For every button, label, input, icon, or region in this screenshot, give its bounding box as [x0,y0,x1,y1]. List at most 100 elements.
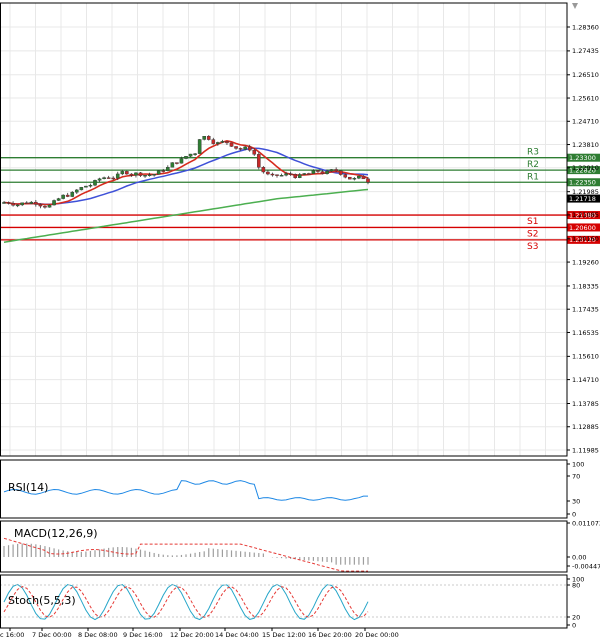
candle-body[interactable] [143,175,147,177]
candle-body[interactable] [20,202,25,206]
candle-body[interactable] [293,174,298,178]
time-tick-label: 8 Dec 08:00 [78,631,118,639]
candle-body[interactable] [52,200,56,206]
stoch-signal-line [3,586,369,618]
candle-body[interactable] [211,139,216,144]
candle-body[interactable] [138,172,143,176]
candle-body[interactable] [34,201,38,205]
candle-body[interactable] [111,177,115,180]
candle-body[interactable] [115,173,120,179]
level-price-tag [567,166,600,175]
candle-body[interactable] [24,202,29,204]
candle-body[interactable] [165,167,170,171]
candle-body[interactable] [243,146,247,150]
candle-body[interactable] [79,187,84,191]
candle-body[interactable] [202,136,207,140]
candle-body[interactable] [247,146,252,151]
candle-body[interactable] [102,177,106,180]
candle-body[interactable] [188,153,193,157]
candle-body[interactable] [152,174,156,176]
rsi-line [3,480,368,501]
time-tick-label: 12 Dec 20:00 [170,631,214,639]
candle-body[interactable] [197,139,202,154]
candle-body[interactable] [125,171,129,175]
scroll-arrow-icon[interactable] [572,3,578,9]
candle-body[interactable] [238,148,243,150]
candle-body[interactable] [65,194,70,197]
candle-body[interactable] [179,158,184,164]
candle-body[interactable] [357,175,361,179]
candle-body[interactable] [70,192,75,197]
ma-fast-line [3,139,369,206]
candle-body[interactable] [97,178,102,181]
level-price-label: 1.22820 [569,166,596,174]
candle-body[interactable] [47,204,52,208]
candle-body[interactable] [348,176,352,180]
candle-body[interactable] [134,172,138,176]
candle-body[interactable] [120,171,125,175]
candle-body[interactable] [307,173,311,175]
candle-body[interactable] [361,175,366,180]
candle-body[interactable] [129,173,134,176]
candle-body[interactable] [216,142,220,144]
candle-body[interactable] [320,171,325,174]
candle-body[interactable] [270,173,275,176]
candle-body[interactable] [275,174,279,176]
candle-body[interactable] [43,205,47,208]
candle-body[interactable] [93,180,97,186]
time-tick-label: 15 Dec 12:00 [262,631,306,639]
candle-body[interactable] [84,185,88,188]
candle-body[interactable] [220,141,225,143]
candle-body[interactable] [56,198,61,201]
candle-body[interactable] [343,174,348,178]
candle-body[interactable] [206,136,211,140]
candle-body[interactable] [325,170,329,174]
candle-body[interactable] [334,169,338,171]
candle-body[interactable] [106,177,111,179]
macd-tick-label: 0.011073 [572,519,600,527]
candle-body[interactable] [6,202,11,204]
candle-body[interactable] [284,173,288,176]
candle-body[interactable] [2,202,6,204]
candle-body[interactable] [61,194,65,199]
candle-body[interactable] [261,167,266,173]
price-tick-label: 1.24710 [572,118,599,126]
candle-body[interactable] [297,174,302,178]
candle-body[interactable] [88,184,93,187]
candle-body[interactable] [302,173,307,175]
candle-body[interactable] [15,204,20,207]
candle-body[interactable] [184,156,188,159]
candle-body[interactable] [257,154,261,168]
candle-body[interactable] [74,189,79,193]
candle-body[interactable] [266,171,270,175]
stoch-tick-label: 0 [572,621,576,629]
candle-body[interactable] [175,162,179,164]
candle-body[interactable] [170,162,175,168]
candle-body[interactable] [38,204,43,207]
candle-body[interactable] [225,141,229,144]
candle-body[interactable] [329,169,334,172]
candle-body[interactable] [229,142,234,147]
candle-body[interactable] [279,174,284,177]
candle-body[interactable] [252,149,257,155]
candle-body[interactable] [311,170,316,174]
price-tick-label: 1.21085 [572,211,599,219]
candle-body[interactable] [288,173,293,175]
candle-body[interactable] [161,170,166,172]
price-axis: 1.28360 1.27435 1.26510 1.25610 1.24710 1.238… [567,23,599,454]
candle-body[interactable] [29,201,34,204]
candle-body[interactable] [316,170,320,172]
candle-body[interactable] [234,146,238,149]
candle-body[interactable] [156,170,161,175]
candle-body[interactable] [147,174,152,176]
candle-body[interactable] [338,170,343,175]
candle-body[interactable] [193,153,197,155]
candlesticks[interactable] [2,135,370,209]
candle-body[interactable] [366,178,370,183]
candle-body[interactable] [11,203,15,206]
candle-body[interactable] [352,177,357,180]
ma-slow-line [3,188,369,243]
time-tick-label: c 16:00 [0,631,24,639]
